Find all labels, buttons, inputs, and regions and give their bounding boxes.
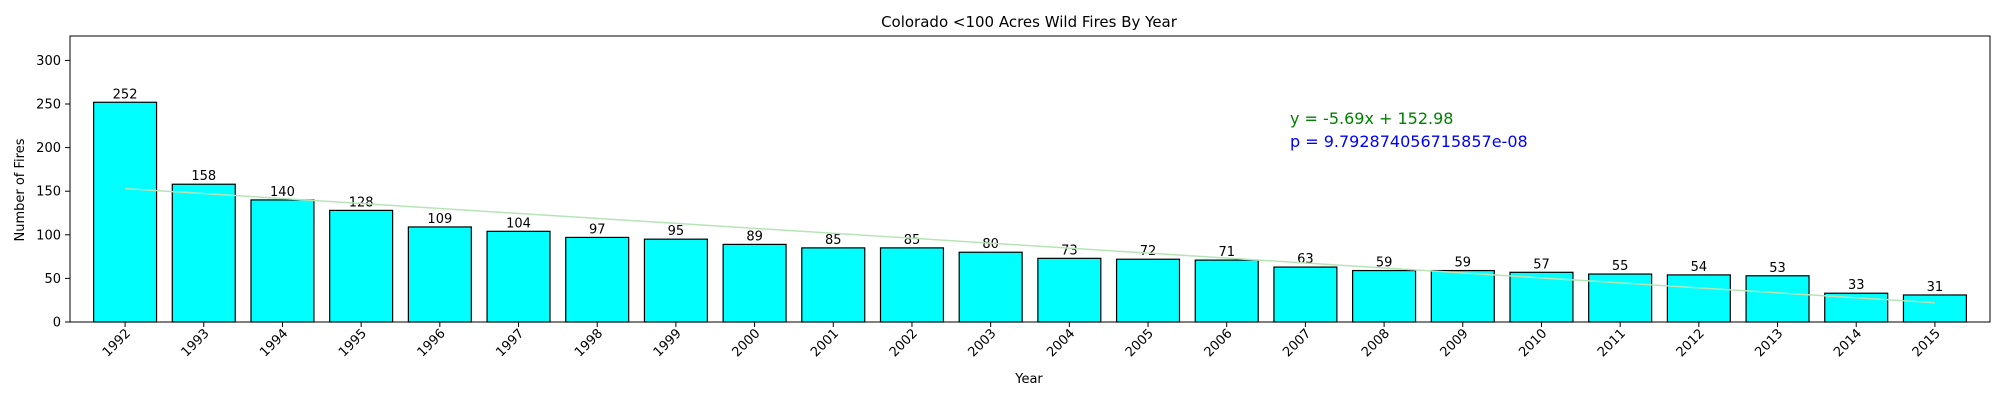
bar-1994	[250, 199, 315, 323]
bar-2001	[801, 247, 866, 323]
data-label-2014: 33	[1848, 278, 1865, 293]
data-label-2015: 31	[1927, 280, 1944, 295]
bar-2012	[1666, 274, 1731, 323]
bar-1997	[486, 230, 551, 323]
y-tick-label: 150	[36, 185, 61, 200]
y-tick-label: 250	[36, 98, 61, 113]
data-label-2011: 55	[1612, 259, 1629, 274]
x-tick-label-2003: 2003	[965, 326, 999, 360]
data-label-2002: 85	[904, 233, 921, 248]
bar-1999	[643, 238, 708, 323]
bar-2006	[1194, 259, 1259, 323]
x-tick-label-1995: 1995	[336, 326, 370, 360]
x-tick-label-2001: 2001	[808, 326, 842, 360]
bar-2007	[1273, 266, 1338, 323]
data-label-2010: 57	[1533, 257, 1550, 272]
y-tick-label: 300	[36, 54, 61, 69]
bar-2002	[879, 247, 945, 323]
chart-title: Colorado <100 Acres Wild Fires By Year	[881, 13, 1178, 31]
bar-1996	[407, 226, 472, 323]
bar-2003	[958, 251, 1023, 323]
data-label-1997: 104	[506, 216, 531, 231]
x-tick-label-1998: 1998	[572, 326, 606, 360]
data-label-2000: 89	[746, 229, 763, 244]
y-tick-label: 50	[44, 272, 61, 287]
plot-area: 2521581401281091049795898585807372716359…	[93, 87, 1967, 323]
bar-2008	[1352, 269, 1417, 323]
bar-1992	[93, 101, 158, 323]
bar-1998	[565, 236, 630, 323]
data-label-1992: 252	[113, 87, 138, 102]
x-tick-label-1993: 1993	[179, 326, 213, 360]
bar-1995	[329, 209, 394, 323]
trendline-equation: y = -5.69x + 152.98	[1290, 109, 1453, 128]
y-axis: 0 50 100 150 200 250 300	[36, 54, 70, 331]
x-tick-label-2014: 2014	[1831, 326, 1865, 360]
bar-2010	[1509, 271, 1574, 323]
data-label-2004: 73	[1061, 243, 1078, 258]
x-tick-label-1992: 1992	[100, 326, 134, 360]
axes-frame	[69, 35, 1991, 323]
data-label-1998: 97	[589, 222, 606, 237]
data-label-2007: 63	[1297, 252, 1314, 267]
x-tick-label-2012: 2012	[1674, 326, 1708, 360]
data-label-1993: 158	[191, 169, 216, 184]
data-label-2001: 85	[825, 233, 842, 248]
x-axis-label: Year	[1014, 372, 1043, 387]
data-label-1999: 95	[668, 224, 685, 239]
x-tick-label-1996: 1996	[415, 326, 449, 360]
data-label-2008: 59	[1376, 256, 1393, 271]
bar-1993	[171, 183, 236, 323]
x-tick-label-1997: 1997	[493, 326, 527, 360]
x-tick-label-1999: 1999	[651, 326, 685, 360]
x-tick-label-2011: 2011	[1595, 326, 1629, 360]
bar-2004	[1037, 257, 1102, 323]
y-tick-label: 0	[53, 316, 61, 331]
y-tick-label: 100	[36, 228, 61, 243]
x-tick-label-1994: 1994	[257, 326, 291, 360]
y-axis-label: Number of Fires	[13, 138, 28, 241]
x-tick-label-2000: 2000	[729, 326, 763, 360]
bar-2000	[722, 243, 787, 323]
x-tick-label-2004: 2004	[1044, 326, 1078, 360]
p-value-annotation: p = 9.792874056715857e-08	[1290, 132, 1528, 151]
x-tick-label-2009: 2009	[1438, 326, 1472, 360]
trend-line	[125, 187, 1935, 304]
x-tick-label-2015: 2015	[1910, 326, 1944, 360]
data-label-2006: 71	[1218, 245, 1235, 260]
x-tick-label-2002: 2002	[887, 326, 921, 360]
bar-2015	[1902, 294, 1967, 323]
x-tick-label-2013: 2013	[1752, 326, 1786, 360]
data-label-2003: 80	[982, 237, 999, 252]
bar-2009	[1430, 269, 1495, 323]
y-tick-label: 200	[36, 141, 61, 156]
x-tick-label-2007: 2007	[1280, 326, 1314, 360]
bar-2013	[1745, 275, 1810, 323]
x-axis: 1992 1993 1994 1995 1996 1997 1998 1999 2000 2001…	[100, 322, 1944, 360]
data-label-1994: 140	[270, 185, 295, 200]
x-tick-label-2006: 2006	[1202, 326, 1236, 360]
x-tick-label-2008: 2008	[1359, 326, 1393, 360]
x-tick-label-2005: 2005	[1123, 326, 1157, 360]
data-label-2005: 72	[1140, 244, 1157, 259]
data-label-2012: 54	[1691, 260, 1708, 275]
data-label-1996: 109	[427, 212, 452, 227]
data-label-2013: 53	[1769, 261, 1786, 276]
x-tick-label-2010: 2010	[1516, 326, 1550, 360]
bar-2005	[1115, 258, 1181, 323]
data-label-2009: 59	[1455, 256, 1472, 271]
